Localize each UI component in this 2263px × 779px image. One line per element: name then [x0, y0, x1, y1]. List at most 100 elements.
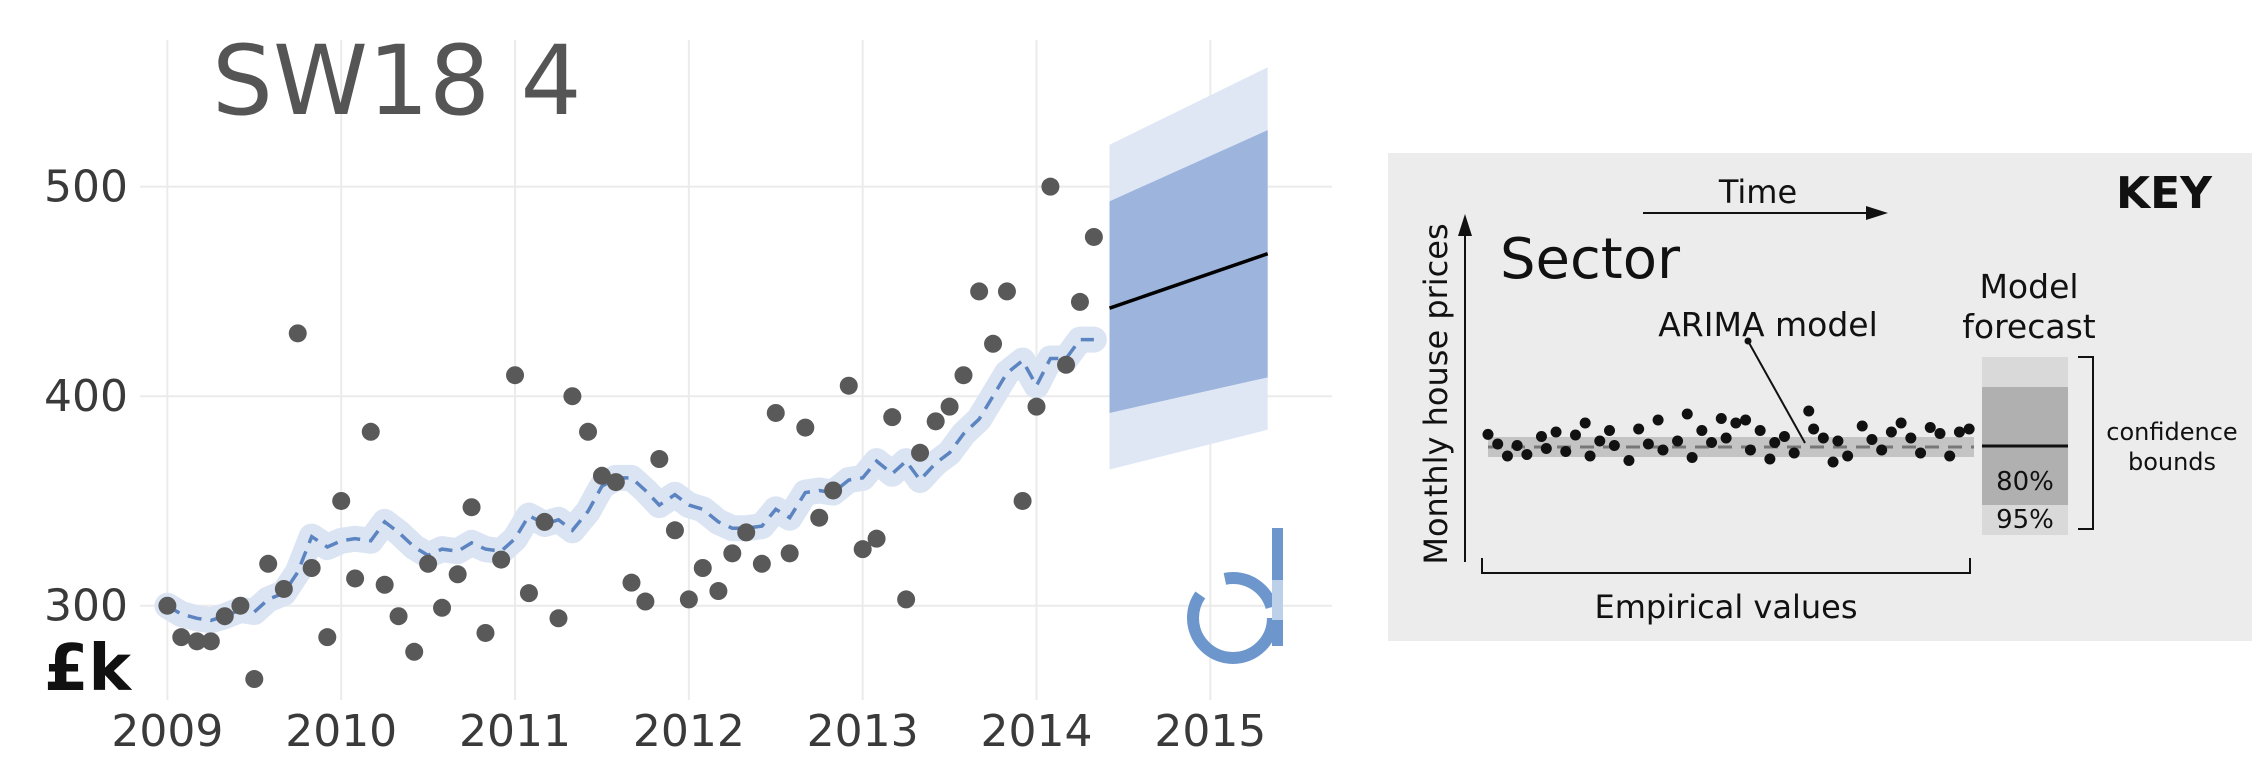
key-example-point	[1657, 444, 1669, 456]
empirical-point	[997, 282, 1016, 301]
key-example-point	[1706, 437, 1718, 448]
key-example-point	[1905, 432, 1917, 444]
key-example-point	[1832, 435, 1844, 447]
empirical-point	[622, 573, 641, 592]
empirical-point	[796, 418, 815, 437]
key-example-point	[1540, 443, 1552, 454]
key-example-point	[1842, 450, 1854, 462]
key-example-point	[1594, 435, 1606, 447]
key-example-point	[1730, 417, 1742, 429]
key-example-point	[1584, 450, 1596, 462]
empirical-point	[780, 544, 799, 563]
empirical-point	[752, 554, 771, 573]
key-example-point	[1740, 414, 1752, 426]
y-axis-tick-labels: 300 400 500	[44, 162, 128, 632]
key-example-point	[1521, 449, 1533, 460]
empirical-point	[462, 498, 481, 517]
key-example-point	[1953, 426, 1965, 438]
empirical-point	[650, 450, 669, 469]
y-axis-label: Monthly house prices	[1417, 223, 1455, 564]
empirical-point	[636, 592, 655, 611]
empirical-point	[1041, 177, 1060, 196]
empirical-point	[549, 609, 568, 628]
empirical-point	[592, 466, 611, 485]
key-example-point	[1720, 432, 1732, 444]
time-label: Time	[1718, 173, 1797, 211]
key-example-point	[1744, 444, 1756, 456]
empirical-point	[433, 598, 452, 617]
empirical-point	[346, 569, 365, 588]
empirical-point	[737, 523, 756, 542]
empirical-point	[766, 403, 785, 422]
empirical-label: Empirical values	[1595, 588, 1858, 626]
band-95-swatch	[1982, 357, 2068, 535]
empirical-point	[1013, 491, 1032, 510]
key-example-point	[1915, 447, 1927, 459]
empirical-point	[158, 596, 177, 615]
key-example-point	[1764, 453, 1776, 465]
empirical-point	[318, 628, 337, 647]
arima-pointer-dot	[1744, 337, 1752, 345]
empirical-point	[984, 334, 1003, 353]
key-example-point	[1623, 455, 1635, 466]
empirical-point	[1070, 292, 1089, 311]
pct-95-label: 95%	[1996, 505, 2054, 535]
empirical-point	[883, 408, 902, 427]
key-example-point	[1482, 428, 1494, 440]
empirical-point	[693, 559, 712, 577]
empirical-point	[187, 632, 206, 651]
key-example-point	[1696, 425, 1708, 436]
key-example-point	[1754, 425, 1766, 436]
arima-model-line	[166, 337, 1094, 623]
empirical-point	[231, 596, 250, 615]
confidence-bracket	[2078, 356, 2094, 530]
x-tick-label: 2014	[981, 706, 1093, 757]
y-tick-label: 400	[44, 371, 128, 422]
key-example-point	[1686, 452, 1698, 463]
key-example-point	[1633, 423, 1645, 435]
empirical-point	[665, 521, 684, 540]
empirical-point	[361, 422, 380, 441]
key-example-point	[1715, 413, 1727, 424]
confidence-label-line2: bounds	[2128, 448, 2216, 476]
key-example-point	[1501, 450, 1513, 462]
key-example-point	[1788, 447, 1800, 459]
model-band	[1488, 437, 1974, 457]
empirical-point	[492, 550, 511, 569]
sector-label: Sector	[1500, 227, 1681, 292]
empirical-point	[824, 481, 843, 500]
empirical-point	[274, 579, 293, 598]
empirical-point	[1084, 227, 1103, 246]
key-example-point	[1560, 446, 1572, 457]
empirical-point	[853, 540, 872, 559]
empirical-point	[259, 554, 278, 573]
key-example-point	[1827, 456, 1839, 468]
arima-model-layer	[154, 326, 1107, 634]
empirical-point	[245, 670, 264, 689]
forecast-label-line2: forecast	[1962, 307, 2096, 346]
key-example-point	[1895, 417, 1907, 429]
empirical-point	[709, 582, 728, 601]
empirical-point	[839, 376, 858, 395]
empirical-point	[970, 282, 989, 301]
key-example-point	[1569, 429, 1581, 441]
x-tick-label: 2013	[807, 706, 919, 757]
empirical-point	[302, 559, 321, 577]
empirical-point	[867, 529, 886, 548]
key-example-point	[1866, 434, 1878, 445]
price-axis-arrow-icon	[1458, 214, 1472, 562]
key-example-points	[1482, 405, 1975, 468]
empirical-point	[940, 397, 959, 416]
empirical-point	[476, 623, 495, 642]
x-tick-label: 2009	[111, 706, 223, 757]
key-example-point	[1963, 423, 1975, 435]
empirical-point	[405, 642, 424, 661]
empirical-point	[448, 565, 467, 584]
empirical-point	[954, 366, 973, 385]
empirical-point	[172, 628, 191, 647]
unit-label: £k	[44, 632, 133, 706]
key-example-point	[1944, 450, 1956, 462]
key-example-point	[1608, 440, 1620, 451]
empirical-point	[810, 508, 829, 527]
arima-label: ARIMA model	[1658, 305, 1878, 344]
